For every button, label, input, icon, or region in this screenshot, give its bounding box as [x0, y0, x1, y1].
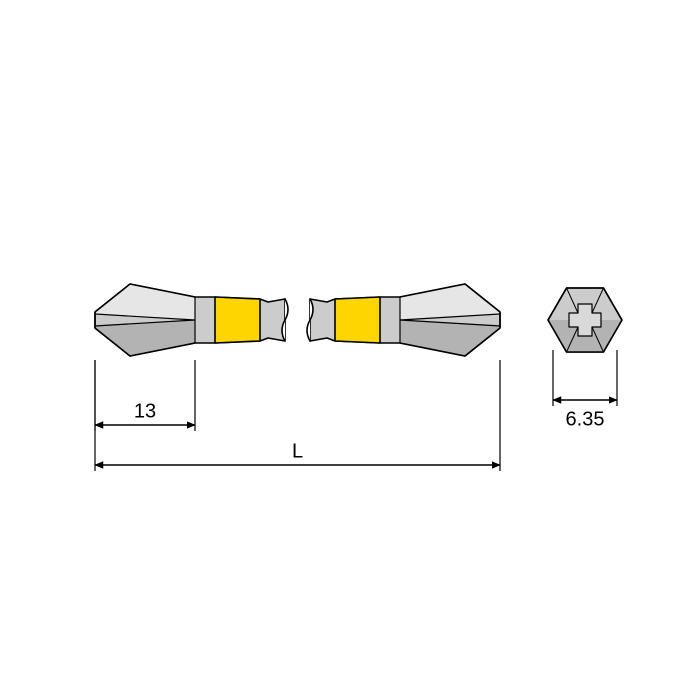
- technical-drawing-svg: 13 L 6.35: [0, 0, 700, 700]
- diagram-stage: 13 L 6.35: [0, 0, 700, 700]
- dimension-hex-label: 6.35: [566, 408, 605, 430]
- bit-left-band: [215, 297, 260, 343]
- dimension-L-label: L: [292, 440, 303, 462]
- bit-right-band: [335, 297, 380, 343]
- dimension-13-label: 13: [134, 400, 156, 422]
